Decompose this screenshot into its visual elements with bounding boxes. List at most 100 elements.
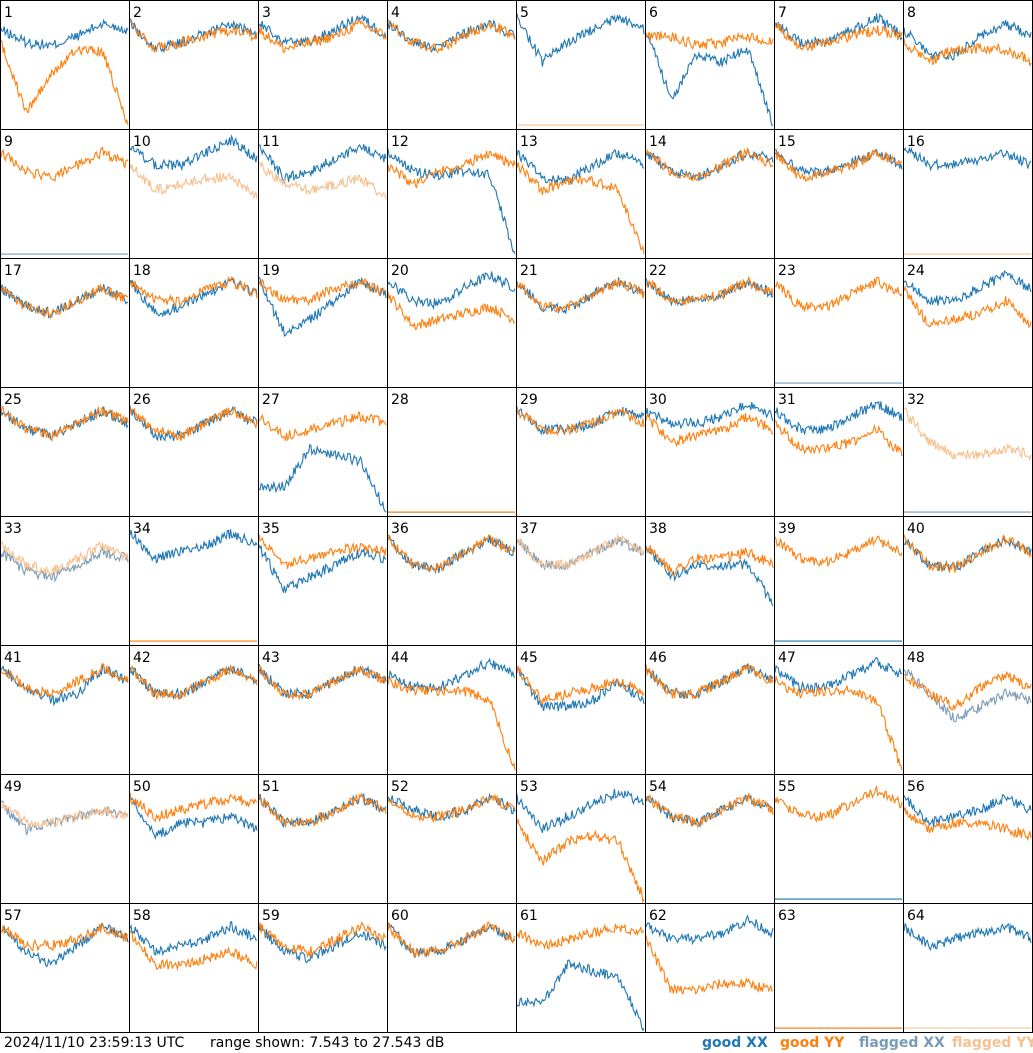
- panel-40-label: 40: [907, 521, 925, 537]
- panel-51-xx-line: [258, 792, 387, 829]
- panel-28-label: 28: [391, 392, 409, 408]
- panel-24: 24: [903, 258, 1033, 388]
- panel-2-label: 2: [133, 5, 142, 21]
- panel-32-label: 32: [907, 392, 925, 408]
- panel-50-yy-line: [129, 792, 258, 823]
- panel-2-yy-line: [129, 20, 258, 53]
- panel-44: 44: [387, 645, 517, 775]
- panel-54-label: 54: [649, 779, 667, 795]
- panel-52: 52: [387, 774, 517, 904]
- panel-21: 21: [516, 258, 646, 388]
- panel-57-label: 57: [4, 908, 22, 924]
- panel-2: 2: [129, 0, 259, 130]
- panel-46-xx-line: [645, 663, 774, 700]
- panel-58-label: 58: [133, 908, 151, 924]
- panel-1-frame: [0, 0, 130, 130]
- panel-50-label: 50: [133, 779, 151, 795]
- panel-3-yy-line: [258, 18, 387, 53]
- panel-19-label: 19: [262, 263, 280, 279]
- panel-33-xx-line: [0, 545, 129, 583]
- panel-61: 61: [516, 903, 646, 1033]
- panel-2-frame: [129, 0, 259, 130]
- panel-44-yy-line: [387, 676, 516, 771]
- panel-60-yy-line: [387, 921, 516, 959]
- panel-50-xx-line: [129, 792, 258, 841]
- panel-10-yy-line: [129, 163, 258, 200]
- panel-13-yy-line: [516, 162, 645, 255]
- panel-8: 8: [903, 0, 1033, 130]
- panel-5-xx-line: [516, 13, 645, 67]
- panel-38-yy-line: [645, 545, 774, 576]
- panel-12-xx-line: [387, 148, 516, 255]
- panel-11-label: 11: [262, 134, 280, 150]
- panel-10-xx-line: [129, 134, 258, 172]
- panel-27-label: 27: [262, 392, 280, 408]
- legend-flagged-yy: flagged YY: [952, 1035, 1033, 1051]
- panel-25-yy-line: [0, 405, 129, 441]
- panel-35-label: 35: [262, 521, 280, 537]
- panel-54-yy-line: [645, 793, 774, 829]
- panel-38-xx-line: [645, 545, 774, 607]
- panel-35-xx-line: [258, 544, 387, 595]
- panel-9-label: 9: [4, 134, 13, 150]
- panel-43-label: 43: [262, 650, 280, 666]
- panel-29-yy-line: [516, 407, 645, 437]
- legend-good-xx: good XX: [702, 1035, 768, 1051]
- panel-54-xx-line: [645, 794, 774, 828]
- panel-12-label: 12: [391, 134, 409, 150]
- panel-47-xx-line: [774, 656, 903, 694]
- panel-21-label: 21: [520, 263, 538, 279]
- panel-61-label: 61: [520, 908, 538, 924]
- panel-31-xx-line: [774, 400, 903, 435]
- panel-6-label: 6: [649, 5, 658, 21]
- panel-27-xx-line: [258, 443, 387, 513]
- panel-14-label: 14: [649, 134, 667, 150]
- panel-20-label: 20: [391, 263, 409, 279]
- panel-41-label: 41: [4, 650, 22, 666]
- panel-13-label: 13: [520, 134, 538, 150]
- panel-3: 3: [258, 0, 388, 130]
- panel-18-xx-line: [129, 277, 258, 318]
- panel-3-label: 3: [262, 5, 271, 21]
- panel-39: 39: [774, 516, 904, 646]
- panel-45-label: 45: [520, 650, 538, 666]
- panel-42-label: 42: [133, 650, 151, 666]
- panel-62-xx-line: [645, 914, 774, 946]
- panel-32: 32: [903, 387, 1033, 517]
- panel-14: 14: [645, 129, 775, 259]
- panel-6: 6: [645, 0, 775, 130]
- panel-23-yy-line: [774, 276, 903, 313]
- panel-11-yy-line: [258, 160, 387, 200]
- panel-52-xx-line: [387, 792, 516, 822]
- panel-51: 51: [258, 774, 388, 904]
- panel-55-yy-line: [774, 784, 903, 823]
- panel-1-xx-line: [0, 18, 129, 51]
- panel-29-label: 29: [520, 392, 538, 408]
- panel-4-yy-line: [387, 19, 516, 54]
- panel-52-yy-line: [387, 793, 516, 823]
- panel-19-xx-line: [258, 276, 387, 337]
- panel-16-xx-line: [903, 146, 1032, 172]
- panel-37-label: 37: [520, 521, 538, 537]
- panel-62-yy-line: [645, 935, 774, 995]
- panel-13-xx-line: [516, 149, 645, 185]
- panel-22-label: 22: [649, 263, 667, 279]
- panel-48-label: 48: [907, 650, 925, 666]
- panel-5: 5: [516, 0, 646, 130]
- panel-64: 64: [903, 903, 1033, 1033]
- panel-34-label: 34: [133, 521, 151, 537]
- panel-15-label: 15: [778, 134, 796, 150]
- panel-51-label: 51: [262, 779, 280, 795]
- range-label: range shown: 7.543 to 27.543 dB: [210, 1035, 445, 1051]
- panel-31-yy-line: [774, 420, 903, 457]
- panel-44-label: 44: [391, 650, 409, 666]
- panel-47-yy-line: [774, 674, 903, 771]
- panel-22-yy-line: [645, 275, 774, 306]
- panel-24-xx-line: [903, 270, 1032, 306]
- panel-48: 48: [903, 645, 1033, 775]
- panel-21-yy-line: [516, 279, 645, 313]
- panel-31-label: 31: [778, 392, 796, 408]
- panel-23-label: 23: [778, 263, 796, 279]
- panel-17-yy-line: [0, 282, 129, 321]
- panel-19: 19: [258, 258, 388, 388]
